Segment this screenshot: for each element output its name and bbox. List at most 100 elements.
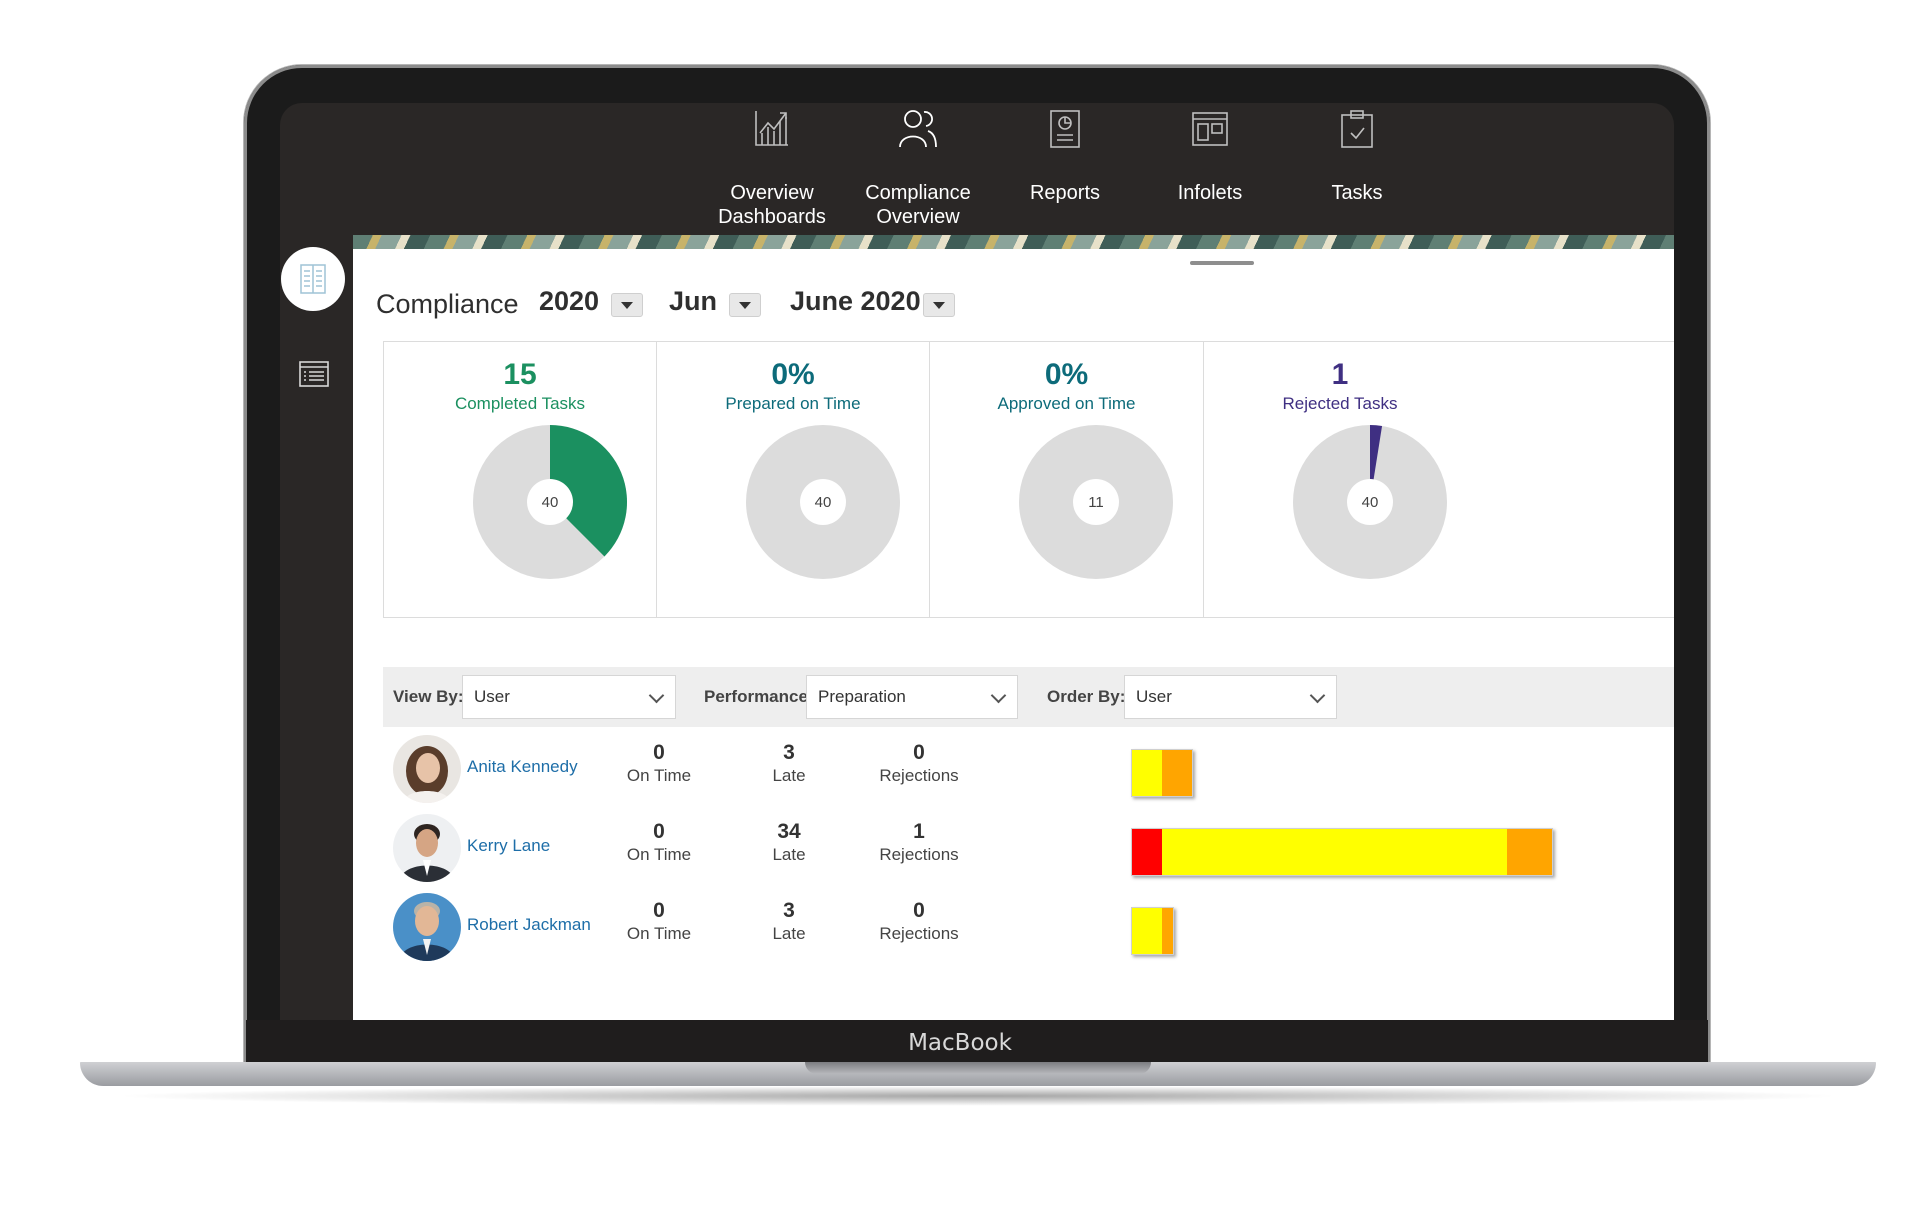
card-value: 0% [771,358,815,391]
rejections-value: 0 [913,741,925,764]
sidebar-button-list[interactable] [294,354,334,394]
nav-overview-dashboards[interactable]: Overview Dashboards [682,103,862,233]
period-dropdown[interactable] [923,293,955,317]
performance-select[interactable]: Preparation [806,675,1018,719]
card-label: Completed Tasks [454,394,586,413]
donut-center-label: 11 [1088,494,1104,511]
bar-segment-yellow [1132,908,1162,954]
rejections-label: Rejections [879,766,959,785]
performance-bar[interactable] [1131,828,1553,876]
performance-label: Performance: [704,687,814,706]
year-value: 2020 [539,286,600,316]
card-rejected-tasks[interactable]: 1 Rejected Tasks 40 [1204,342,1674,617]
drag-handle[interactable] [1190,261,1254,265]
rejections-stat: 0 Rejections [859,899,979,945]
filter-bar: View By: User Performance: Preparation O… [383,667,1674,727]
rejections-stat: 1 Rejections [859,820,979,866]
performance-value: Preparation [818,687,906,706]
user-row: Anita Kennedy 0 On Time 3 Late 0 Rejections [383,729,1674,809]
donut-hole [1073,479,1119,525]
nav-infolets[interactable]: Infolets [1120,103,1300,233]
card-approved-on-time[interactable]: 0% Approved on Time 11 [930,342,1204,617]
rejections-label: Rejections [879,845,959,864]
card-label: Prepared on Time [725,394,861,413]
on-time-label: On Time [626,845,692,864]
order-by-label: Order By: [1047,687,1126,706]
donut-center-label: 40 [542,494,559,511]
nav-tasks[interactable]: Tasks [1267,103,1447,233]
report-icon [1050,110,1080,148]
on-time-stat: 0 On Time [599,820,719,866]
order-by-value: User [1136,687,1172,706]
chevron-down-icon [990,687,1007,704]
avatar [393,893,461,961]
card-label: Rejected Tasks [1282,394,1398,413]
nav-reports[interactable]: Reports [975,103,1155,233]
late-stat: 3 Late [729,741,849,787]
donut-chart: 40 [746,425,900,579]
chevron-down-icon [1309,687,1326,704]
nav-label: Tasks [1331,182,1383,204]
users-icon [899,110,937,148]
avatar [393,735,461,803]
bar-segment-red [1132,829,1162,875]
rejections-stat: 0 Rejections [859,741,979,787]
user-name-link[interactable]: Anita Kennedy [467,757,578,776]
view-by-label: View By: [393,687,464,706]
card-completed-tasks[interactable]: 15 Completed Tasks 40 [384,342,657,617]
infolets-icon [1192,112,1228,146]
clipboard-icon [1341,110,1373,148]
late-label: Late [772,845,806,864]
donut-hole [800,479,846,525]
late-stat: 3 Late [729,899,849,945]
laptop-shadow [110,1086,1846,1106]
rejections-label: Rejections [879,924,959,943]
performance-bar[interactable] [1131,907,1174,955]
book-icon [300,264,326,294]
year-dropdown[interactable] [611,293,643,317]
late-value: 3 [783,741,795,764]
summary-cards: 15 Completed Tasks 40 0% Prepared on Tim… [383,341,1674,618]
view-by-select[interactable]: User [462,675,676,719]
user-name-link[interactable]: Kerry Lane [467,836,551,855]
device-brand: MacBook [908,1030,1012,1056]
list-icon [299,361,329,387]
on-time-stat: 0 On Time [599,899,719,945]
bar-segment-orange [1162,908,1173,954]
chevron-down-icon [648,687,665,704]
performance-bar[interactable] [1131,749,1193,797]
donut-chart: 40 [1293,425,1447,579]
bar-segment-yellow [1132,750,1162,796]
sidebar-button-book[interactable] [281,247,345,311]
on-time-value: 0 [653,741,665,764]
card-prepared-on-time[interactable]: 0% Prepared on Time 40 [657,342,930,617]
on-time-value: 0 [653,820,665,843]
on-time-label: On Time [626,766,692,785]
order-by-select[interactable]: User [1124,675,1337,719]
card-value: 0% [1044,358,1089,391]
user-row: Kerry Lane 0 On Time 34 Late 1 Rejections [383,808,1674,888]
nav-compliance-overview[interactable]: Compliance Overview [828,103,1008,233]
bar-segment-orange [1162,750,1192,796]
period-value: June 2020 [790,286,921,316]
donut-slice [550,425,628,557]
user-row: Robert Jackman 0 On Time 3 Late 0 Rejection… [383,887,1674,967]
month-value: Jun [669,286,718,316]
on-time-stat: 0 On Time [599,741,719,787]
screen: Overview Dashboards Compliance Overview … [280,103,1674,1029]
line-chart-icon [755,111,788,146]
avatar [393,814,461,882]
donut-chart: 11 [1019,425,1173,579]
donut-hole [1347,479,1393,525]
on-time-value: 0 [653,899,665,922]
view-by-value: User [474,687,510,706]
on-time-label: On Time [626,924,692,943]
card-value: 1 [1331,358,1349,391]
user-name-link[interactable]: Robert Jackman [467,915,591,934]
donut-hole [527,479,573,525]
month-dropdown[interactable] [729,293,761,317]
card-value: 15 [503,358,537,391]
donut-chart: 40 [473,425,628,579]
nav-label: Overview Dashboards [718,182,826,228]
bar-segment-yellow [1162,829,1507,875]
